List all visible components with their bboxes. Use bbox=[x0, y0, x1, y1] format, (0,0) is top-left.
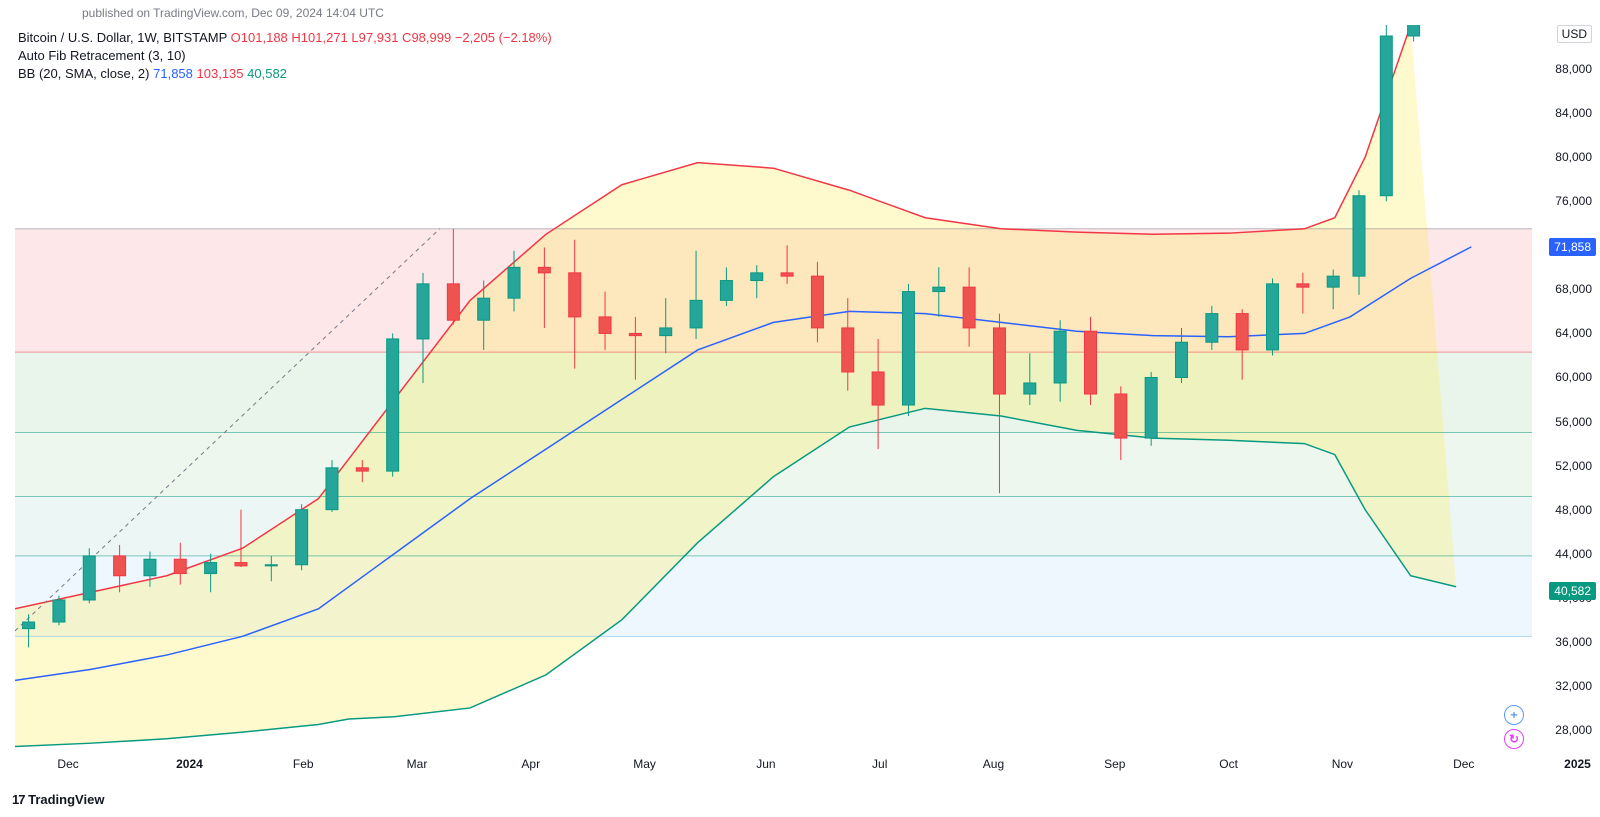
currency-label[interactable]: USD bbox=[1557, 25, 1592, 43]
chart-pane[interactable] bbox=[15, 25, 1532, 752]
refresh-icon[interactable]: ↻ bbox=[1504, 729, 1524, 749]
add-indicator-icon[interactable]: + bbox=[1504, 705, 1524, 725]
tradingview-logo[interactable]: 17 TradingView bbox=[12, 792, 104, 807]
time-axis[interactable]: Dec2024FebMarAprMayJunJulAugSepOctNovDec… bbox=[15, 757, 1532, 777]
publish-info: published on TradingView.com, Dec 09, 20… bbox=[82, 6, 384, 20]
price-axis[interactable]: USD 88,00084,00080,00076,00072,00068,000… bbox=[1538, 25, 1600, 752]
